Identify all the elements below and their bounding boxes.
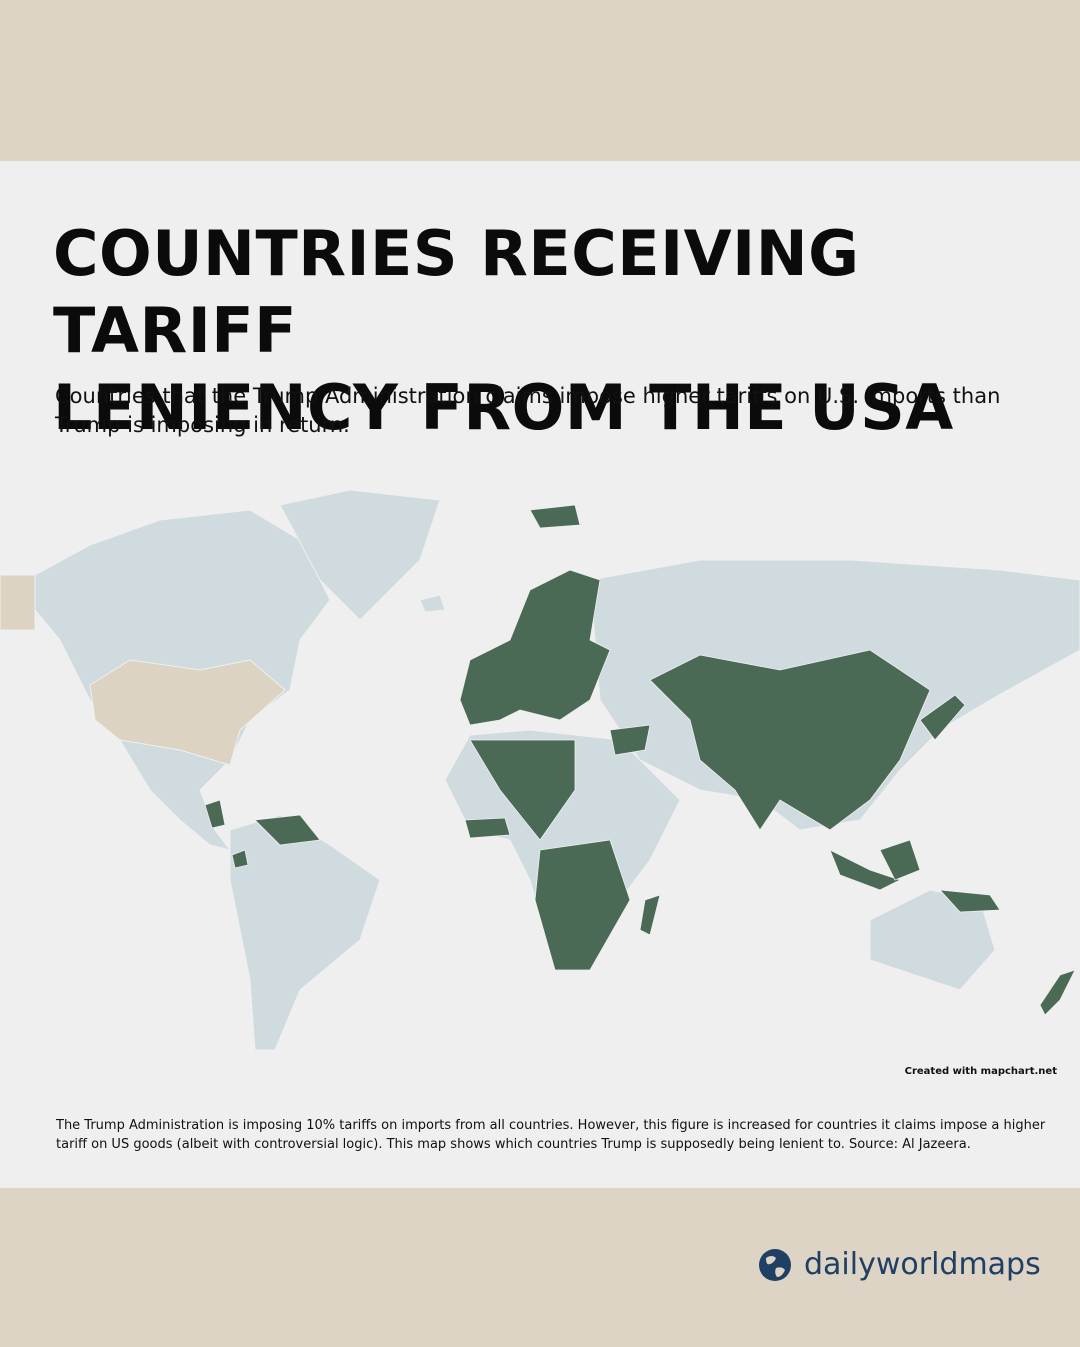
brand-name: dailyworldmaps bbox=[804, 1247, 1041, 1282]
title-line: COUNTRIES RECEIVING TARIFF bbox=[53, 217, 860, 367]
world-map bbox=[0, 489, 1080, 1051]
title-line: LENIENCY FROM THE USA bbox=[53, 371, 954, 444]
lenient-countries bbox=[204, 504, 1076, 1016]
credit: Created with mapchart.net bbox=[904, 1066, 1057, 1077]
top-band bbox=[0, 0, 1080, 161]
title: COUNTRIES RECEIVING TARIFF LENIENCY FROM… bbox=[53, 215, 1080, 446]
usa bbox=[0, 574, 286, 766]
brand: dailyworldmaps bbox=[758, 1247, 1041, 1282]
subtitle: Countries that the Trump Administration … bbox=[55, 384, 1001, 437]
brand-logo bbox=[759, 1248, 791, 1281]
footnote: The Trump Administration is imposing 10%… bbox=[56, 1118, 1046, 1152]
